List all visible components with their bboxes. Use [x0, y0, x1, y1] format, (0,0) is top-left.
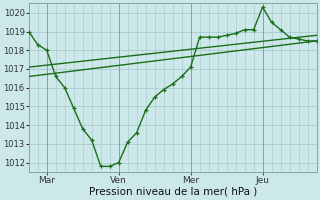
- X-axis label: Pression niveau de la mer( hPa ): Pression niveau de la mer( hPa ): [89, 187, 257, 197]
